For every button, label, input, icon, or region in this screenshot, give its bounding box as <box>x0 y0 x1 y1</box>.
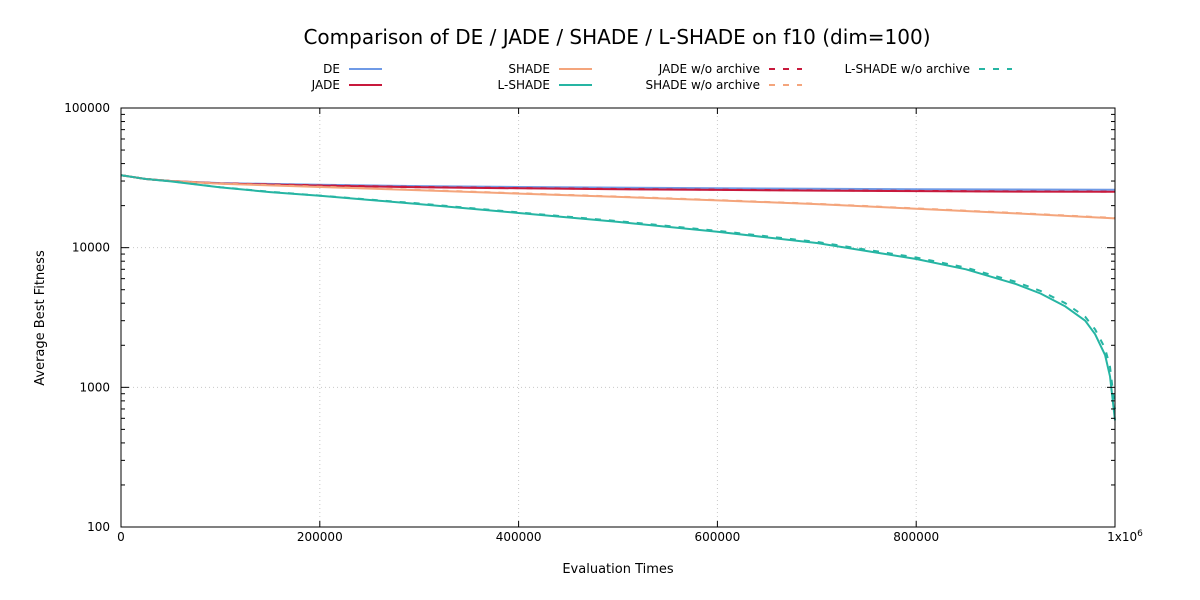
legend-label: L-SHADE <box>498 78 550 92</box>
y-tick-label: 10000 <box>72 241 110 255</box>
chart-title: Comparison of DE / JADE / SHADE / L-SHAD… <box>303 25 930 49</box>
x-tick-label: 0 <box>117 530 125 544</box>
x-tick-label: 400000 <box>496 530 542 544</box>
y-tick-label: 100000 <box>64 101 110 115</box>
legend-label: L-SHADE w/o archive <box>845 62 970 76</box>
x-axis-label: Evaluation Times <box>562 562 674 577</box>
x-tick-label: 600000 <box>694 530 740 544</box>
plot-frame <box>120 107 1116 528</box>
series-line-de <box>120 174 1116 191</box>
y-axis-label: Average Best Fitness <box>33 250 48 386</box>
series-line-shade <box>120 174 1116 220</box>
grid <box>121 108 1115 527</box>
legend-label: JADE <box>311 78 340 92</box>
legend: DE JADE SHADE L-SHADE JADE w/o archive SHADE … <box>311 62 1012 92</box>
y-tick-label: 100 <box>87 520 110 534</box>
series-line-l-shade-w-o-archive <box>120 174 1116 410</box>
x-tick-label: 800000 <box>893 530 939 544</box>
x-tick-label: 200000 <box>297 530 343 544</box>
axis-ticks: 0 200000 400000 600000 800000 1x106 100 1000 100… <box>64 101 1143 544</box>
plot-area <box>120 174 1116 421</box>
legend-label: SHADE w/o archive <box>645 78 760 92</box>
legend-label: JADE w/o archive <box>658 62 760 76</box>
x-tick-label: 1x106 <box>1107 529 1143 544</box>
legend-label: DE <box>323 62 340 76</box>
legend-label: SHADE <box>508 62 550 76</box>
y-tick-label: 1000 <box>79 380 110 394</box>
